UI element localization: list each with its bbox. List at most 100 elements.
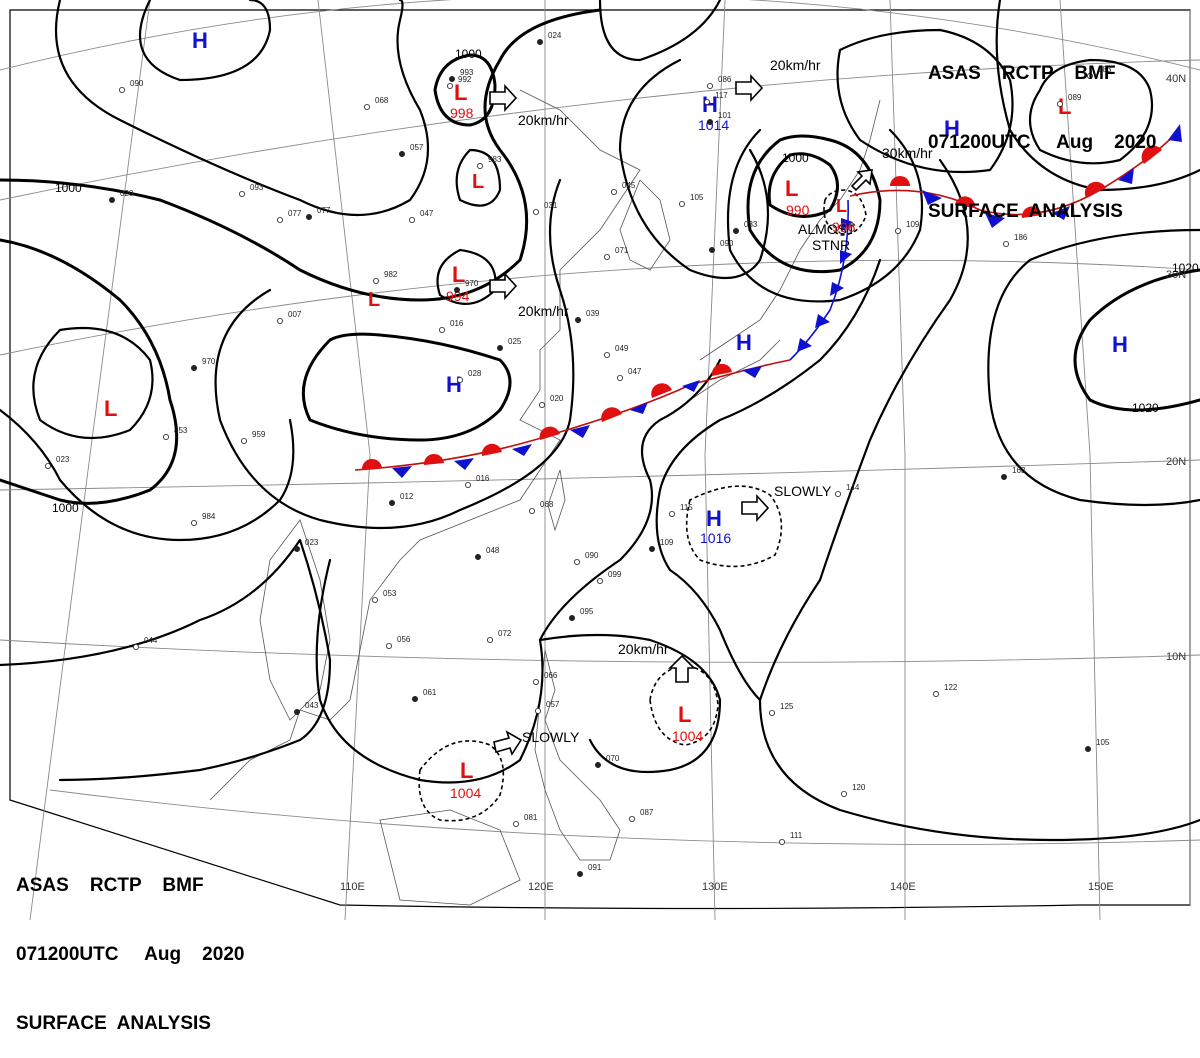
station-pressure-value: 970: [202, 357, 216, 366]
isobar-scs: [315, 358, 722, 784]
station-marker: [513, 821, 520, 828]
low-symbol: L: [472, 171, 484, 193]
station-pressure-value: 117: [715, 91, 728, 100]
isobar-east-1020: [1073, 268, 1200, 412]
station-marker: [476, 162, 483, 169]
isobar-sw-big: [0, 538, 332, 782]
isobar-low-998-a: [433, 53, 497, 127]
warm-semicircle: [1084, 181, 1106, 198]
coastlines: [209, 89, 881, 906]
station-pressure-value: 033: [744, 220, 758, 229]
station-marker: [537, 39, 544, 46]
station-plots: 024 090 068 057 077 047 020 089 083 993 983 982 970 0…: [45, 31, 1112, 878]
low-symbol: L: [104, 396, 117, 421]
meridian-110e: [317, 0, 371, 920]
station-pressure-value: 071: [615, 246, 629, 255]
isobar-label: 1000: [55, 181, 82, 195]
station-pressure-value: 984: [202, 512, 216, 521]
parallels: [0, 0, 1200, 845]
pressure-systems: H H 1014 H H H H H 1016 L 998 L 998 L 99…: [104, 28, 1128, 801]
station-pressure-value: 970: [465, 279, 479, 288]
high-symbol: H: [446, 372, 462, 397]
station-pressure-value: 111: [790, 831, 803, 840]
station-marker: [769, 710, 776, 717]
isobar-west-1000: [0, 238, 179, 505]
station-marker: [669, 510, 676, 517]
station-marker: [411, 696, 418, 703]
station-marker: [779, 839, 786, 846]
low-value: 990: [786, 202, 810, 218]
station-pressure-value: 070: [606, 754, 620, 763]
parallel-40n: [0, 59, 1200, 201]
dashed-isobars: [418, 189, 867, 822]
lat-label: 20N: [1166, 456, 1186, 468]
isobar-label: 1000: [782, 151, 809, 165]
station-pressure-value: 016: [476, 474, 490, 483]
station-pressure-value: 072: [498, 629, 512, 638]
meridian-150e: [1059, 0, 1101, 920]
station-pressure-value: 091: [588, 863, 602, 872]
warm-semicircle: [890, 176, 910, 186]
station-marker: [448, 76, 455, 83]
station-pressure-value: 090: [585, 551, 599, 560]
parallel-0n: [49, 789, 1200, 845]
station-pressure-value: 115: [680, 503, 693, 512]
station-pressure-value: 093: [250, 183, 264, 192]
motion-arrow: [741, 493, 770, 523]
cold-triangle: [815, 314, 830, 328]
lon-label: 120E: [528, 881, 554, 893]
cold-triangle: [512, 444, 532, 456]
station-marker: [539, 401, 546, 408]
weather-map: 110E 120E 130E 140E 150E 10N 20N 30N 40N…: [0, 0, 1200, 920]
motion-arrow: [489, 271, 518, 301]
isobar-nw-1000: [0, 8, 602, 302]
lon-label: 110E: [340, 881, 365, 893]
motion-label: 20km/hr: [770, 57, 821, 73]
warm-semicircle: [1021, 206, 1042, 218]
meridian-100e: [29, 0, 151, 920]
station-marker: [1057, 101, 1064, 108]
motion-arrow: [489, 83, 518, 113]
high-symbol: H: [192, 28, 208, 53]
cold-triangle: [841, 218, 853, 232]
station-pressure-value: 025: [508, 337, 522, 346]
motion-arrow: [850, 169, 873, 192]
coast-japan: [689, 99, 881, 401]
isobar-low-990-1000: [746, 134, 882, 274]
cold-triangle: [922, 190, 942, 205]
isobar-nw-ring: [54, 0, 430, 216]
motion-arrow: [493, 730, 523, 756]
station-marker: [835, 490, 842, 497]
station-marker: [529, 507, 536, 514]
station-marker: [238, 190, 245, 197]
meridian-140e: [889, 0, 906, 920]
station-marker: [305, 213, 312, 220]
station-marker: [533, 208, 540, 215]
station-pressure-value: 959: [252, 430, 266, 439]
meridians: [29, 0, 1191, 920]
station-pressure-value: 144: [846, 483, 860, 492]
motion-label: SLOWLY: [522, 729, 580, 745]
cold-triangle: [682, 380, 700, 392]
header-bottom: ASAS RCTP BMF 071200UTC Aug 2020 SURFACE…: [16, 828, 244, 1058]
cold-triangle: [830, 282, 844, 296]
isobar-label: 1020: [1172, 261, 1199, 275]
station-marker: [162, 433, 169, 440]
high-symbol: H: [702, 92, 718, 117]
isobar-low-990-outer: [726, 128, 924, 303]
station-pressure-value: 992: [458, 75, 472, 84]
warm-front-semicircles: [361, 363, 732, 470]
station-pressure-value: 993: [460, 68, 474, 77]
high-value: 1014: [698, 117, 729, 133]
motion-arrow: [735, 73, 764, 103]
station-pressure-value: 099: [608, 570, 622, 579]
station-marker: [574, 559, 581, 566]
motion-arrow: [668, 654, 696, 683]
parallel-30n: [0, 259, 1200, 356]
low-symbol: L: [1058, 94, 1071, 119]
station-pressure-value: 077: [317, 206, 331, 215]
station-marker: [933, 691, 940, 698]
station-pressure-value: 066: [544, 671, 558, 680]
motion-label: 20km/hr: [518, 112, 569, 128]
station-pressure-value: 186: [1014, 233, 1028, 242]
